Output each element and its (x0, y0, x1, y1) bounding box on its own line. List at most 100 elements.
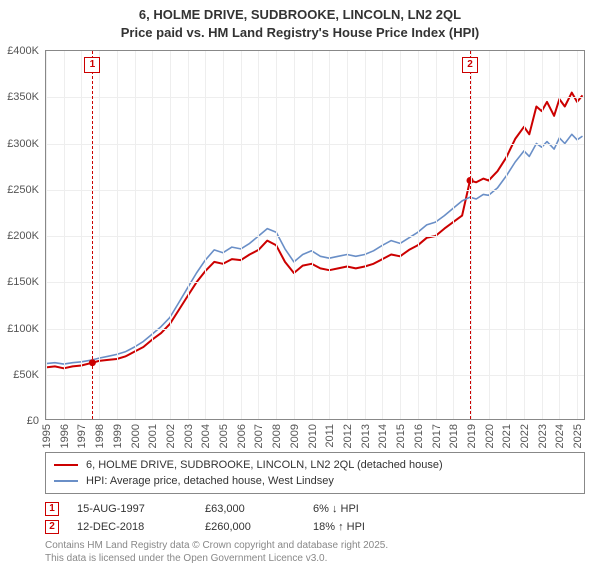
gridline-horizontal (46, 282, 584, 283)
gridline-vertical (99, 51, 100, 419)
x-axis-tick-label: 1997 (76, 424, 88, 448)
gridline-horizontal (46, 97, 584, 98)
x-axis-tick-label: 2006 (236, 424, 248, 448)
footer-line2: This data is licensed under the Open Gov… (45, 553, 585, 565)
legend-box: 6, HOLME DRIVE, SUDBROOKE, LINCOLN, LN2 … (45, 452, 585, 494)
y-axis-tick-label: £200K (0, 230, 39, 242)
x-axis-tick-label: 2025 (572, 424, 584, 448)
gridline-vertical (418, 51, 419, 419)
marker-index-box: 2 (462, 57, 478, 73)
gridline-vertical (506, 51, 507, 419)
x-axis-tick-label: 2011 (324, 424, 336, 448)
gridline-vertical (205, 51, 206, 419)
x-axis-tick-label: 2004 (200, 424, 212, 448)
gridline-vertical (170, 51, 171, 419)
gridline-vertical (135, 51, 136, 419)
legend-label: 6, HOLME DRIVE, SUDBROOKE, LINCOLN, LN2 … (86, 459, 443, 471)
x-axis-tick-label: 2018 (448, 424, 460, 448)
y-axis-tick-label: £150K (0, 276, 39, 288)
x-axis-tick-label: 2001 (147, 424, 159, 448)
gridline-vertical (489, 51, 490, 419)
gridline-vertical (188, 51, 189, 419)
x-axis-tick-label: 2000 (130, 424, 142, 448)
x-axis-tick-label: 2023 (537, 424, 549, 448)
gridline-vertical (577, 51, 578, 419)
x-axis-tick-label: 2007 (253, 424, 265, 448)
gridline-vertical (241, 51, 242, 419)
gridline-vertical (258, 51, 259, 419)
chart-title-line1: 6, HOLME DRIVE, SUDBROOKE, LINCOLN, LN2 … (0, 6, 600, 24)
x-axis-tick-label: 2002 (165, 424, 177, 448)
y-axis-tick-label: £300K (0, 138, 39, 150)
transaction-index-box: 1 (45, 502, 59, 516)
transaction-date: 15-AUG-1997 (77, 503, 187, 515)
x-axis-tick-label: 2008 (271, 424, 283, 448)
marker-index-box: 1 (84, 57, 100, 73)
y-axis-tick-label: £400K (0, 45, 39, 57)
gridline-vertical (223, 51, 224, 419)
gridline-vertical (524, 51, 525, 419)
x-axis-tick-label: 2012 (342, 424, 354, 448)
gridline-horizontal (46, 236, 584, 237)
gridline-vertical (365, 51, 366, 419)
transaction-price: £260,000 (205, 521, 295, 533)
x-axis-tick-label: 1998 (94, 424, 106, 448)
x-axis-tick-label: 2015 (395, 424, 407, 448)
gridline-vertical (64, 51, 65, 419)
x-axis-tick-label: 2016 (413, 424, 425, 448)
legend-swatch (54, 480, 78, 482)
x-axis-tick-label: 1999 (112, 424, 124, 448)
chart-title-block: 6, HOLME DRIVE, SUDBROOKE, LINCOLN, LN2 … (0, 0, 600, 45)
gridline-vertical (436, 51, 437, 419)
legend-label: HPI: Average price, detached house, West… (86, 475, 334, 487)
x-axis-tick-label: 2020 (484, 424, 496, 448)
gridline-vertical (400, 51, 401, 419)
series-line-property (46, 93, 583, 369)
y-axis-tick-label: £100K (0, 323, 39, 335)
plot-region: £0£50K£100K£150K£200K£250K£300K£350K£400… (45, 50, 585, 420)
legend-row: HPI: Average price, detached house, West… (54, 473, 576, 489)
x-axis-tick-label: 2013 (360, 424, 372, 448)
transactions-table: 115-AUG-1997£63,0006% ↓ HPI212-DEC-2018£… (45, 500, 585, 536)
transaction-date: 12-DEC-2018 (77, 521, 187, 533)
legend-row: 6, HOLME DRIVE, SUDBROOKE, LINCOLN, LN2 … (54, 457, 576, 473)
bottom-panel: 6, HOLME DRIVE, SUDBROOKE, LINCOLN, LN2 … (45, 452, 585, 565)
chart-area: £0£50K£100K£150K£200K£250K£300K£350K£400… (45, 50, 585, 420)
x-axis-tick-label: 2019 (466, 424, 478, 448)
gridline-vertical (276, 51, 277, 419)
transaction-delta-vs-hpi: 18% ↑ HPI (313, 521, 413, 533)
x-axis-tick-label: 1995 (41, 424, 53, 448)
gridline-horizontal (46, 329, 584, 330)
x-axis-tick-label: 2009 (289, 424, 301, 448)
x-axis-tick-label: 2021 (501, 424, 513, 448)
y-axis-tick-label: £50K (0, 369, 39, 381)
chart-title-line2: Price paid vs. HM Land Registry's House … (0, 24, 600, 42)
transaction-price: £63,000 (205, 503, 295, 515)
footer: Contains HM Land Registry data © Crown c… (45, 540, 585, 565)
gridline-horizontal (46, 144, 584, 145)
x-axis-tick-label: 2005 (218, 424, 230, 448)
gridline-vertical (559, 51, 560, 419)
gridline-vertical (453, 51, 454, 419)
root: 6, HOLME DRIVE, SUDBROOKE, LINCOLN, LN2 … (0, 0, 600, 560)
marker-vline (470, 51, 471, 419)
gridline-vertical (542, 51, 543, 419)
y-axis-tick-label: £0 (0, 415, 39, 427)
transaction-row: 1 15-AUG-1997 £63,000 6% ↓ HPI (45, 500, 585, 518)
marker-vline (92, 51, 93, 419)
transaction-delta-vs-hpi: 6% ↓ HPI (313, 503, 413, 515)
gridline-horizontal (46, 190, 584, 191)
x-axis-tick-label: 2003 (183, 424, 195, 448)
gridline-vertical (81, 51, 82, 419)
gridline-vertical (471, 51, 472, 419)
series-line-hpi (46, 134, 583, 364)
gridline-vertical (312, 51, 313, 419)
gridline-vertical (329, 51, 330, 419)
y-axis-tick-label: £350K (0, 91, 39, 103)
gridline-vertical (382, 51, 383, 419)
gridline-vertical (294, 51, 295, 419)
footer-line1: Contains HM Land Registry data © Crown c… (45, 540, 585, 553)
gridline-vertical (117, 51, 118, 419)
legend-swatch (54, 464, 78, 466)
gridline-horizontal (46, 375, 584, 376)
